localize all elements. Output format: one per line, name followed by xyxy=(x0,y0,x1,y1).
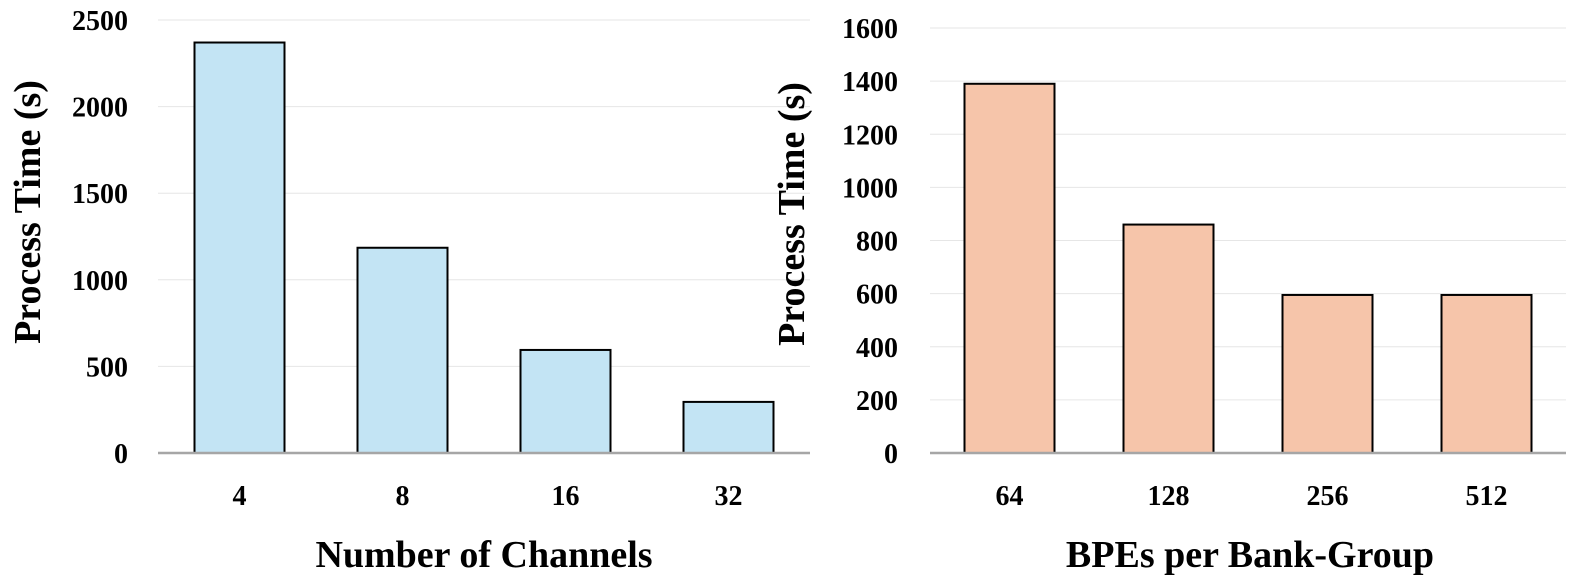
y-tick-label: 1600 xyxy=(842,14,898,45)
bar xyxy=(1122,223,1215,454)
bar xyxy=(1440,293,1533,454)
y-tick-label: 0 xyxy=(884,439,898,470)
y-tick-label: 1000 xyxy=(72,266,128,297)
x-axis-title: BPEs per Bank-Group xyxy=(1066,534,1434,576)
bar xyxy=(519,348,612,455)
bar xyxy=(193,41,286,455)
x-tick-label: 64 xyxy=(996,481,1024,512)
x-tick-label: 8 xyxy=(396,481,410,512)
x-tick-label: 128 xyxy=(1148,481,1190,512)
y-tick-label: 1200 xyxy=(842,120,898,151)
y-tick-label: 1000 xyxy=(842,173,898,204)
x-tick-label: 32 xyxy=(715,481,743,512)
y-tick-label: 1400 xyxy=(842,67,898,98)
y-tick-label: 200 xyxy=(856,386,898,417)
bar xyxy=(356,246,449,454)
bar xyxy=(682,400,775,455)
chart-channels: Process Time (s) Number of Channels 0 500… xyxy=(7,6,810,576)
x-tick-label: 4 xyxy=(233,481,247,512)
y-tick-label: 800 xyxy=(856,227,898,258)
bar xyxy=(1281,293,1374,454)
y-axis-title: Process Time (s) xyxy=(7,80,49,344)
y-tick-label: 400 xyxy=(856,333,898,364)
chart-bpes: Process Time (s) BPEs per Bank-Group 0 20… xyxy=(771,14,1566,576)
x-tick-label: 512 xyxy=(1466,481,1508,512)
x-axis-title: Number of Channels xyxy=(315,534,652,576)
y-axis-title: Process Time (s) xyxy=(771,82,813,346)
y-tick-label: 2500 xyxy=(72,6,128,37)
y-tick-label: 500 xyxy=(86,352,128,383)
bar xyxy=(963,82,1056,454)
y-tick-label: 0 xyxy=(114,439,128,470)
x-tick-label: 256 xyxy=(1307,481,1349,512)
y-tick-label: 1500 xyxy=(72,179,128,210)
x-tick-label: 16 xyxy=(552,481,580,512)
y-tick-label: 2000 xyxy=(72,93,128,124)
y-tick-label: 600 xyxy=(856,280,898,311)
